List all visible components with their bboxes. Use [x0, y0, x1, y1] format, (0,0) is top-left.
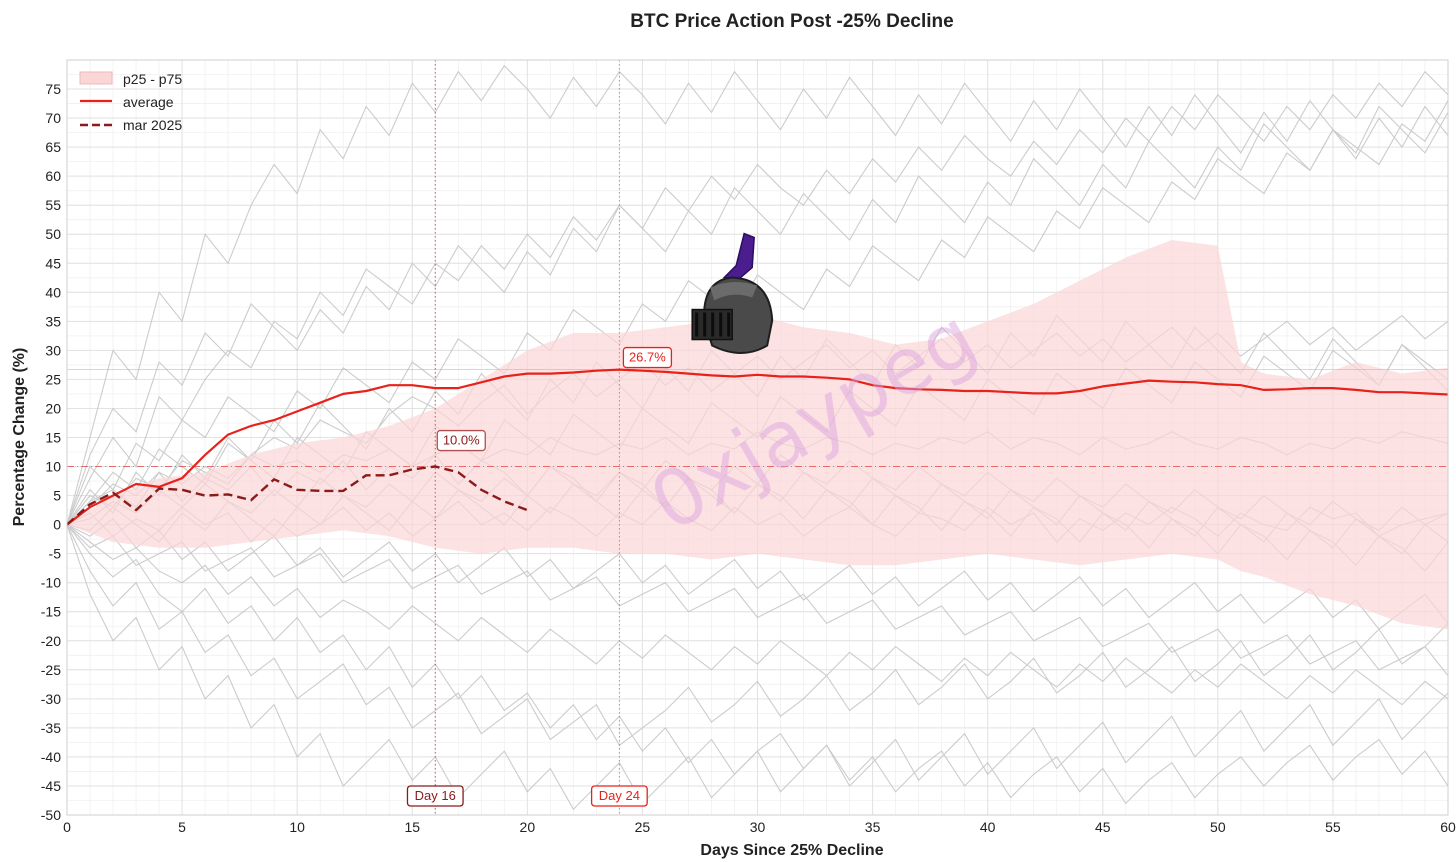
y-tick-label: -40 — [41, 749, 61, 765]
legend-label-mar-2025: mar 2025 — [123, 117, 182, 133]
x-tick-label: 0 — [63, 819, 71, 835]
chart-title: BTC Price Action Post -25% Decline — [630, 11, 953, 32]
y-tick-label: -10 — [41, 575, 61, 591]
x-tick-label: 35 — [865, 819, 881, 835]
x-tick-label: 30 — [750, 819, 766, 835]
y-tick-label: 60 — [45, 168, 61, 184]
annotation-peak-mar-2025-box — [436, 429, 486, 452]
annotation-day-24-text: Day 24 — [599, 788, 640, 803]
x-tick-label: 50 — [1210, 819, 1226, 835]
series-line-average — [67, 368, 1448, 526]
y-axis-label: Percentage Change (%) — [11, 348, 28, 527]
y-tick-label: 5 — [53, 488, 61, 504]
x-tick-label: 15 — [404, 819, 420, 835]
history-line — [67, 524, 1448, 676]
y-tick-label: 55 — [45, 197, 61, 213]
y-tick-label: 30 — [45, 342, 61, 358]
history-line — [67, 100, 1448, 525]
y-tick-label: -25 — [41, 662, 61, 678]
legend-swatch-band — [79, 71, 113, 85]
y-tick-label: -50 — [41, 807, 61, 823]
legend-label-band: p25 - p75 — [123, 71, 182, 87]
annotation-peak-mar-2025: 10.0% — [436, 429, 486, 452]
legend: p25 - p75 average mar 2025 — [79, 71, 182, 133]
x-tick-label: 25 — [635, 819, 651, 835]
annotation-peak-mar-2025-text: 10.0% — [443, 433, 480, 448]
visor-slot — [727, 312, 731, 337]
visor-slot — [711, 312, 715, 337]
history-line — [67, 524, 1448, 706]
history-line — [67, 70, 1448, 525]
y-tick-label: 20 — [45, 400, 61, 416]
y-tick-label: 25 — [45, 371, 61, 387]
history-line — [67, 64, 1448, 525]
legend-label-average: average — [123, 94, 174, 110]
x-tick-label: 40 — [980, 819, 996, 835]
helmet-highlight — [710, 281, 758, 301]
annotation-day-16-box — [406, 785, 464, 807]
x-tick-labels: 0 5 10 15 20 25 30 35 40 45 50 55 60 — [63, 819, 1456, 835]
y-tick-label: 35 — [45, 313, 61, 329]
annotation-peak-average: 26.7% — [622, 346, 673, 369]
y-tick-label: 45 — [45, 255, 61, 271]
percentile-band — [67, 240, 1448, 630]
y-tick-label: 15 — [45, 430, 61, 446]
plot-frame — [66, 59, 1449, 816]
x-tick-label: 60 — [1440, 819, 1456, 835]
annotation-day-24-box — [590, 785, 648, 807]
visor-slot — [719, 312, 723, 337]
y-tick-label: 75 — [45, 81, 61, 97]
x-tick-label: 55 — [1325, 819, 1341, 835]
y-tick-label: 70 — [45, 110, 61, 126]
y-tick-label: -20 — [41, 633, 61, 649]
knight-helmet-icon — [691, 232, 774, 355]
y-tick-labels: -50-45-40-35-30-25-20-15-10-505101520253… — [41, 81, 61, 823]
x-tick-label: 45 — [1095, 819, 1111, 835]
visor-slot — [703, 312, 707, 337]
y-tick-label: 10 — [45, 459, 61, 475]
x-tick-label: 5 — [178, 819, 186, 835]
y-tick-label: 65 — [45, 139, 61, 155]
annotation-day-16-text: Day 16 — [415, 788, 456, 803]
history-line — [67, 105, 1448, 525]
y-tick-label: 0 — [53, 517, 61, 533]
y-tick-label: -35 — [41, 720, 61, 736]
y-tick-label: -5 — [49, 546, 62, 562]
y-tick-label: -30 — [41, 691, 61, 707]
annotation-day-24: Day 24 — [590, 785, 648, 807]
y-tick-label: 40 — [45, 284, 61, 300]
y-tick-label: -15 — [41, 604, 61, 620]
y-tick-label: -45 — [41, 778, 61, 794]
plot-layer: 0xjaypeg — [67, 60, 1448, 815]
series-line-mar-2025 — [67, 465, 528, 526]
visor-slot — [695, 312, 699, 337]
history-line — [67, 524, 1448, 811]
history-line — [67, 524, 1448, 747]
x-tick-label: 10 — [289, 819, 305, 835]
x-tick-label: 20 — [520, 819, 536, 835]
y-tick-label: 50 — [45, 226, 61, 242]
annotation-day-16: Day 16 — [406, 785, 464, 807]
x-axis-label: Days Since 25% Decline — [700, 842, 883, 859]
annotation-peak-average-text: 26.7% — [629, 350, 666, 365]
annotation-peak-average-box — [622, 346, 673, 369]
